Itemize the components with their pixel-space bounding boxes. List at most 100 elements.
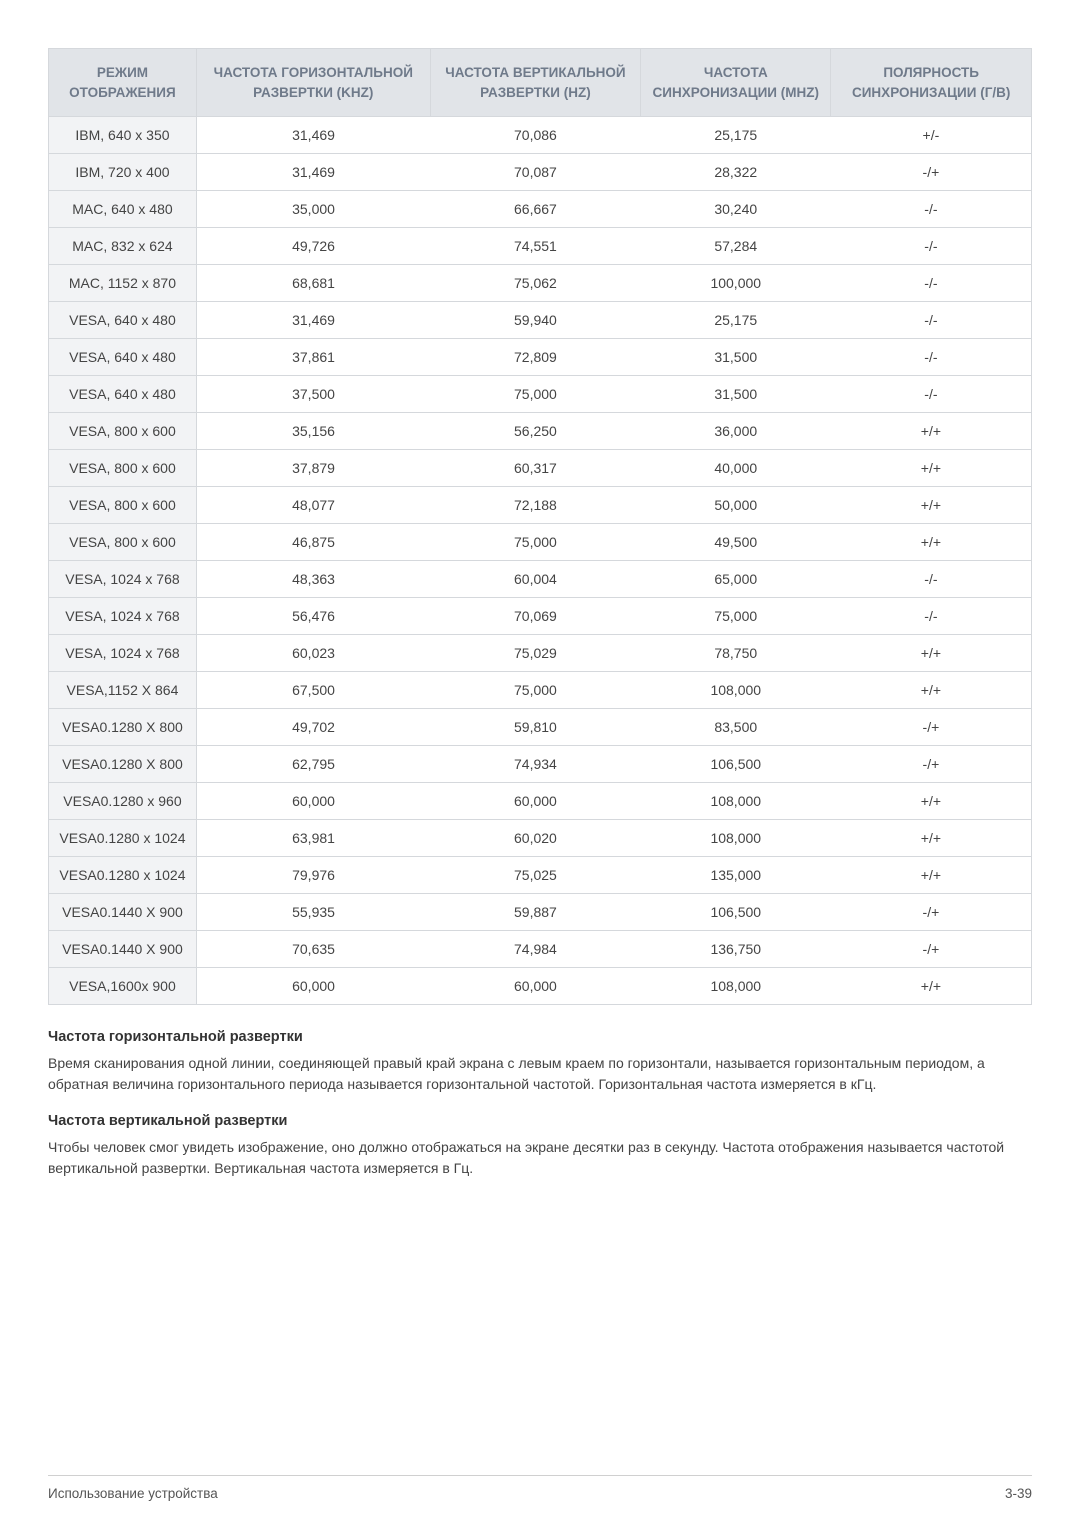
table-cell: 60,004 bbox=[430, 561, 641, 598]
table-cell: 75,029 bbox=[430, 635, 641, 672]
table-cell: 79,976 bbox=[196, 857, 430, 894]
table-cell: 75,062 bbox=[430, 265, 641, 302]
section-body-vfreq: Чтобы человек смог увидеть изображение, … bbox=[48, 1137, 1032, 1179]
table-cell: 74,551 bbox=[430, 228, 641, 265]
table-cell: 37,879 bbox=[196, 450, 430, 487]
table-row: VESA0.1280 x 96060,00060,000108,000+/+ bbox=[49, 783, 1032, 820]
table-cell: 108,000 bbox=[641, 968, 831, 1005]
table-cell: 60,000 bbox=[430, 968, 641, 1005]
table-row: VESA, 1024 x 76848,36360,00465,000-/- bbox=[49, 561, 1032, 598]
table-cell: 59,940 bbox=[430, 302, 641, 339]
table-cell: 48,363 bbox=[196, 561, 430, 598]
table-row: MAC, 1152 x 87068,68175,062100,000-/- bbox=[49, 265, 1032, 302]
table-cell: IBM, 640 x 350 bbox=[49, 117, 197, 154]
table-cell: 62,795 bbox=[196, 746, 430, 783]
section-heading-hfreq: Частота горизонтальной развертки bbox=[48, 1029, 1032, 1045]
table-cell: 136,750 bbox=[641, 931, 831, 968]
table-row: VESA, 640 x 48031,46959,94025,175-/- bbox=[49, 302, 1032, 339]
table-cell: 28,322 bbox=[641, 154, 831, 191]
table-cell: 35,156 bbox=[196, 413, 430, 450]
table-cell: 31,469 bbox=[196, 117, 430, 154]
table-cell: 25,175 bbox=[641, 302, 831, 339]
table-cell: 31,500 bbox=[641, 339, 831, 376]
table-body: IBM, 640 x 35031,46970,08625,175+/-IBM, … bbox=[49, 117, 1032, 1005]
col-hfreq: ЧАСТОТА ГОРИЗОНТАЛЬНОЙ РАЗВЕРТКИ (KHZ) bbox=[196, 49, 430, 117]
footer-left: Использование устройства bbox=[48, 1486, 218, 1501]
table-row: VESA, 800 x 60037,87960,31740,000+/+ bbox=[49, 450, 1032, 487]
table-cell: 75,000 bbox=[430, 376, 641, 413]
table-cell: 66,667 bbox=[430, 191, 641, 228]
table-cell: 70,069 bbox=[430, 598, 641, 635]
table-cell: 57,284 bbox=[641, 228, 831, 265]
table-cell: 31,469 bbox=[196, 154, 430, 191]
table-cell: +/+ bbox=[831, 968, 1032, 1005]
table-cell: 72,188 bbox=[430, 487, 641, 524]
table-row: VESA0.1280 x 102463,98160,020108,000+/+ bbox=[49, 820, 1032, 857]
table-cell: 135,000 bbox=[641, 857, 831, 894]
table-cell: +/+ bbox=[831, 487, 1032, 524]
table-cell: VESA0.1440 X 900 bbox=[49, 931, 197, 968]
table-cell: 31,500 bbox=[641, 376, 831, 413]
table-cell: -/- bbox=[831, 302, 1032, 339]
table-cell: 75,000 bbox=[430, 672, 641, 709]
col-syncfreq: ЧАСТОТА СИНХРОНИЗАЦИИ (MHZ) bbox=[641, 49, 831, 117]
table-cell: 70,087 bbox=[430, 154, 641, 191]
table-cell: 37,861 bbox=[196, 339, 430, 376]
table-cell: VESA,1152 X 864 bbox=[49, 672, 197, 709]
table-cell: VESA, 800 x 600 bbox=[49, 450, 197, 487]
table-cell: -/- bbox=[831, 598, 1032, 635]
table-cell: 108,000 bbox=[641, 672, 831, 709]
table-cell: +/+ bbox=[831, 413, 1032, 450]
table-row: MAC, 640 x 48035,00066,66730,240-/- bbox=[49, 191, 1032, 228]
table-cell: 67,500 bbox=[196, 672, 430, 709]
table-row: VESA0.1280 X 80049,70259,81083,500-/+ bbox=[49, 709, 1032, 746]
table-cell: 48,077 bbox=[196, 487, 430, 524]
table-cell: VESA, 800 x 600 bbox=[49, 524, 197, 561]
table-cell: 72,809 bbox=[430, 339, 641, 376]
page-container: РЕЖИМ ОТОБРАЖЕНИЯ ЧАСТОТА ГОРИЗОНТАЛЬНОЙ… bbox=[0, 0, 1080, 1527]
table-cell: VESA, 640 x 480 bbox=[49, 302, 197, 339]
table-cell: VESA, 1024 x 768 bbox=[49, 598, 197, 635]
table-cell: +/+ bbox=[831, 820, 1032, 857]
table-row: VESA0.1280 x 102479,97675,025135,000+/+ bbox=[49, 857, 1032, 894]
col-mode: РЕЖИМ ОТОБРАЖЕНИЯ bbox=[49, 49, 197, 117]
table-cell: 60,023 bbox=[196, 635, 430, 672]
table-cell: 59,887 bbox=[430, 894, 641, 931]
table-row: IBM, 720 x 40031,46970,08728,322-/+ bbox=[49, 154, 1032, 191]
table-cell: 55,935 bbox=[196, 894, 430, 931]
table-cell: VESA, 800 x 600 bbox=[49, 487, 197, 524]
table-cell: 60,020 bbox=[430, 820, 641, 857]
col-polarity: ПОЛЯРНОСТЬ СИНХРОНИЗАЦИИ (Г/В) bbox=[831, 49, 1032, 117]
display-modes-table: РЕЖИМ ОТОБРАЖЕНИЯ ЧАСТОТА ГОРИЗОНТАЛЬНОЙ… bbox=[48, 48, 1032, 1005]
table-cell: IBM, 720 x 400 bbox=[49, 154, 197, 191]
section-heading-vfreq: Частота вертикальной развертки bbox=[48, 1113, 1032, 1129]
table-cell: VESA, 640 x 480 bbox=[49, 339, 197, 376]
table-cell: 37,500 bbox=[196, 376, 430, 413]
table-cell: 106,500 bbox=[641, 894, 831, 931]
table-cell: 68,681 bbox=[196, 265, 430, 302]
table-row: VESA, 1024 x 76856,47670,06975,000-/- bbox=[49, 598, 1032, 635]
table-cell: 50,000 bbox=[641, 487, 831, 524]
table-cell: -/+ bbox=[831, 709, 1032, 746]
table-row: VESA,1152 X 86467,50075,000108,000+/+ bbox=[49, 672, 1032, 709]
table-row: VESA,1600x 90060,00060,000108,000+/+ bbox=[49, 968, 1032, 1005]
table-cell: 83,500 bbox=[641, 709, 831, 746]
table-cell: 49,702 bbox=[196, 709, 430, 746]
table-cell: -/- bbox=[831, 265, 1032, 302]
table-cell: 56,250 bbox=[430, 413, 641, 450]
table-cell: VESA0.1280 x 1024 bbox=[49, 820, 197, 857]
table-row: VESA0.1440 X 90055,93559,887106,500-/+ bbox=[49, 894, 1032, 931]
table-row: VESA, 640 x 48037,86172,80931,500-/- bbox=[49, 339, 1032, 376]
table-row: VESA0.1280 X 80062,79574,934106,500-/+ bbox=[49, 746, 1032, 783]
table-row: VESA, 800 x 60046,87575,00049,500+/+ bbox=[49, 524, 1032, 561]
table-cell: 106,500 bbox=[641, 746, 831, 783]
table-cell: -/- bbox=[831, 376, 1032, 413]
table-cell: VESA, 1024 x 768 bbox=[49, 561, 197, 598]
table-header: РЕЖИМ ОТОБРАЖЕНИЯ ЧАСТОТА ГОРИЗОНТАЛЬНОЙ… bbox=[49, 49, 1032, 117]
table-cell: +/+ bbox=[831, 672, 1032, 709]
table-cell: -/- bbox=[831, 191, 1032, 228]
table-cell: 75,025 bbox=[430, 857, 641, 894]
table-cell: 36,000 bbox=[641, 413, 831, 450]
table-cell: 75,000 bbox=[430, 524, 641, 561]
table-header-row: РЕЖИМ ОТОБРАЖЕНИЯ ЧАСТОТА ГОРИЗОНТАЛЬНОЙ… bbox=[49, 49, 1032, 117]
